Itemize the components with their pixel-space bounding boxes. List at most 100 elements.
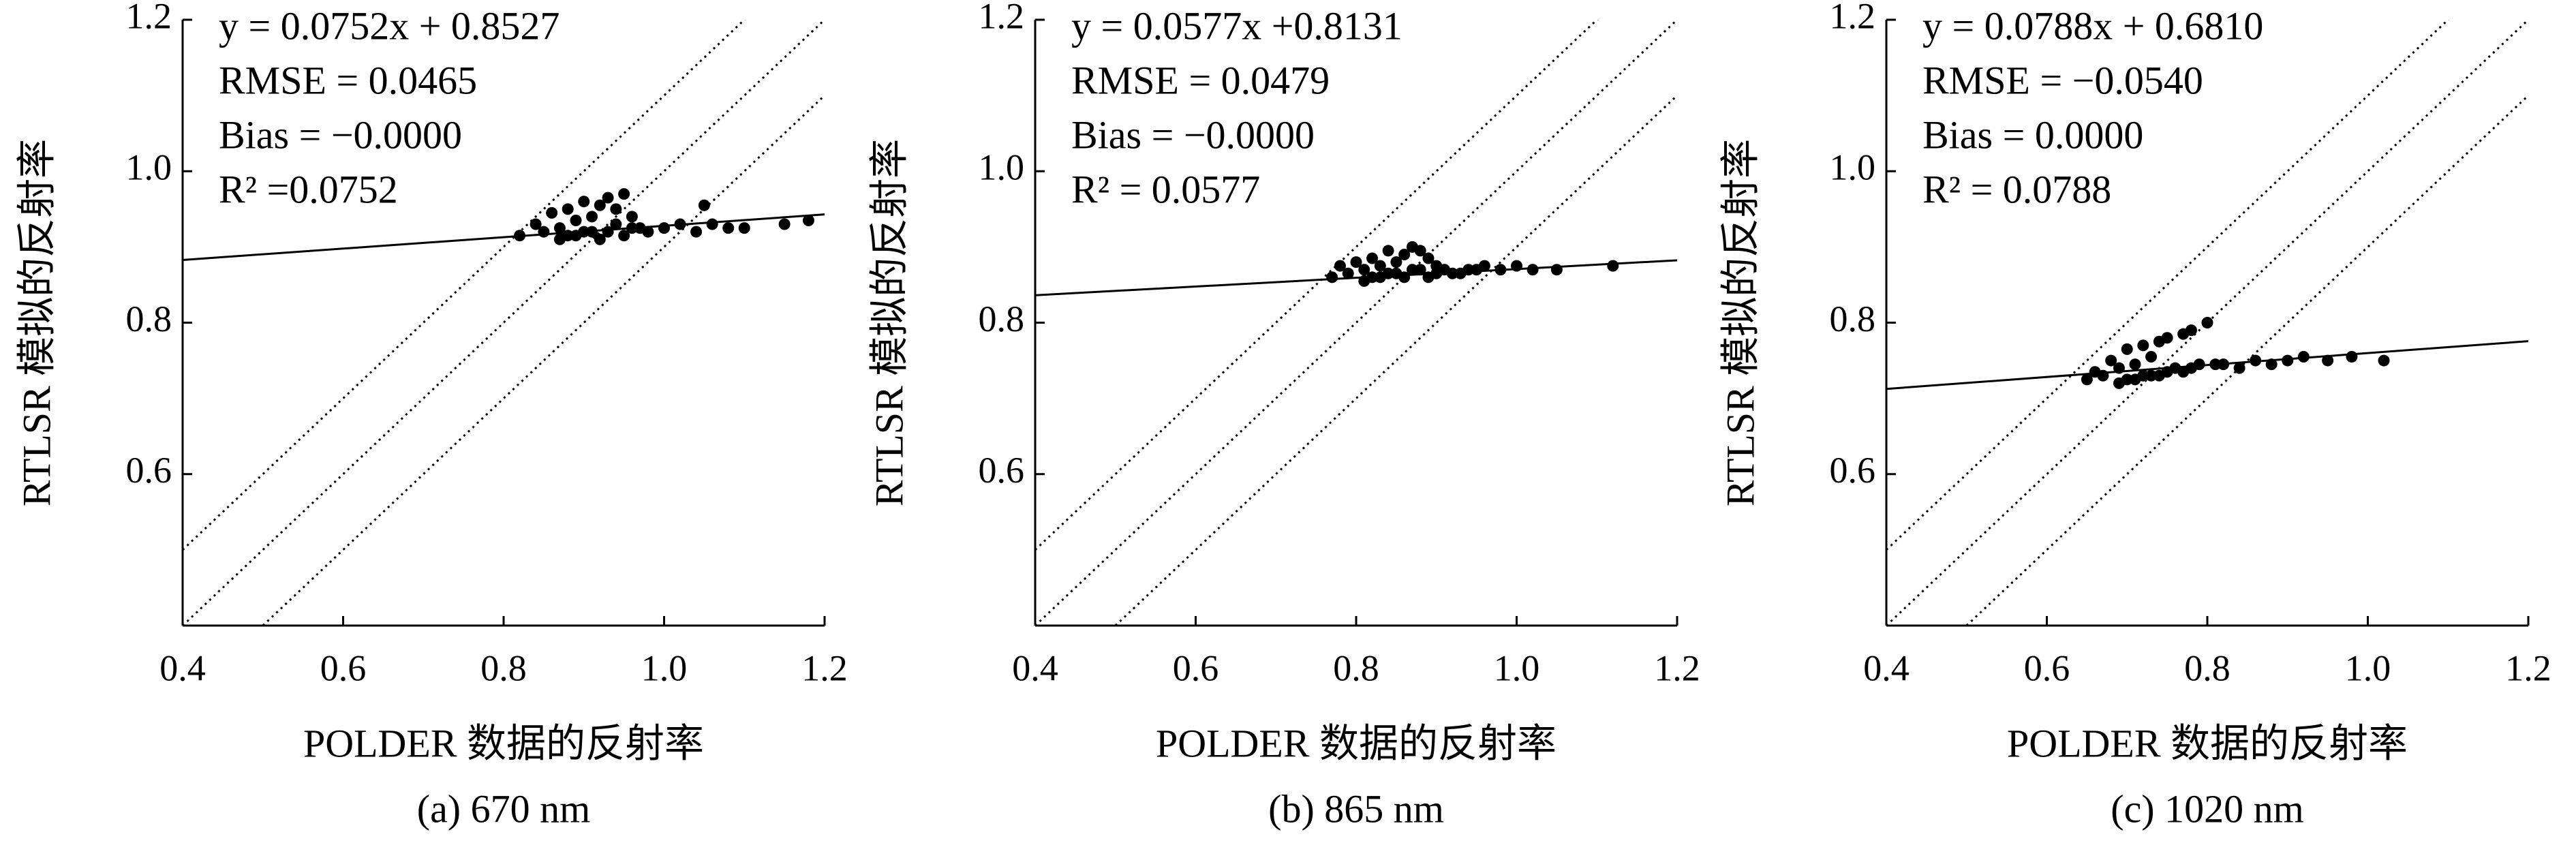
point (2145, 351, 2158, 363)
point (2121, 343, 2133, 355)
annotation: RMSE = −0.0540 (1922, 58, 2203, 102)
y-axis-label: RTLSR 模拟的反射率 (14, 139, 59, 507)
annotation: Bias = −0.0000 (219, 112, 462, 157)
panel: 0.4 0.6 0.8 1.0 1.2 0.6 0.8 1.0 1.2 y = 0.0788x +… (1718, 0, 2551, 831)
annotation: R² =0.0752 (219, 167, 398, 211)
point (594, 233, 606, 245)
point (2297, 351, 2310, 363)
point (698, 199, 710, 211)
annotation: y = 0.0577x +0.8131 (1071, 3, 1402, 48)
point (2113, 377, 2125, 389)
y-tick-label: 0.8 (979, 298, 1025, 339)
point (2233, 362, 2245, 374)
point (706, 218, 718, 230)
point (610, 203, 622, 215)
x-tick-label: 1.2 (1654, 647, 1700, 688)
caption: (b) 865 nm (1268, 786, 1444, 831)
y-axis-label: RTLSR 模拟的反射率 (867, 139, 911, 507)
annotation: RMSE = 0.0479 (1071, 58, 1330, 102)
point (1406, 264, 1418, 276)
point (610, 218, 622, 230)
y-tick-label: 0.8 (1830, 298, 1876, 339)
point (690, 226, 703, 238)
point (1350, 256, 1362, 268)
panel: 0.4 0.6 0.8 1.0 1.2 0.6 0.8 1.0 1.2 y = 0.0752x +… (14, 0, 847, 831)
point (1414, 264, 1426, 276)
point (2161, 332, 2173, 344)
y-tick-label: 1.0 (979, 147, 1025, 188)
point (738, 222, 750, 234)
y-tick-label: 0.6 (1830, 450, 1876, 491)
point (1454, 267, 1467, 279)
x-tick-label: 0.4 (1012, 647, 1058, 688)
point (1366, 252, 1379, 264)
point (1422, 252, 1435, 264)
point (2145, 369, 2158, 382)
x-tick-label: 0.8 (2184, 647, 2230, 688)
point (586, 211, 598, 223)
point (658, 222, 670, 234)
annotation: RMSE = 0.0465 (219, 58, 477, 102)
x-axis-label: POLDER 数据的反射率 (2007, 721, 2408, 765)
annotation: Bias = −0.0000 (1071, 112, 1315, 157)
point (602, 191, 614, 204)
x-tick-label: 1.0 (1494, 647, 1540, 688)
annotation: R² = 0.0788 (1922, 167, 2111, 211)
x-tick-label: 1.2 (2505, 647, 2551, 688)
point (1607, 260, 1619, 272)
reference-line (1035, 20, 1677, 626)
panel: 0.4 0.6 0.8 1.0 1.2 0.6 0.8 1.0 1.2 y = 0.0577x +… (867, 0, 1700, 831)
x-tick-label: 0.8 (480, 647, 527, 688)
point (2105, 354, 2117, 367)
point (1550, 264, 1563, 276)
y-tick-label: 0.6 (979, 450, 1025, 491)
y-tick-label: 1.2 (979, 0, 1025, 36)
fit-line (182, 213, 825, 262)
x-tick-label: 0.8 (1333, 647, 1379, 688)
point (562, 203, 574, 215)
point (2081, 373, 2093, 386)
point (722, 222, 735, 234)
point (1471, 264, 1483, 276)
point (2129, 373, 2141, 386)
point (1398, 248, 1411, 260)
x-tick-label: 0.6 (2024, 647, 2070, 688)
fit-line (1886, 340, 2529, 390)
x-tick-label: 0.6 (320, 647, 367, 688)
reference-line (183, 20, 825, 626)
point (1390, 256, 1402, 268)
point (2378, 354, 2390, 367)
point (2137, 339, 2149, 352)
point (2185, 362, 2197, 374)
x-tick-label: 1.0 (2345, 647, 2391, 688)
point (2201, 317, 2213, 328)
fit-line (1034, 259, 1678, 296)
point (2322, 354, 2334, 367)
point (530, 218, 542, 230)
annotation: Bias = 0.0000 (1922, 112, 2143, 157)
y-tick-label: 0.6 (126, 450, 172, 491)
annotation: y = 0.0788x + 0.6810 (1922, 3, 2263, 48)
point (1382, 245, 1394, 257)
point (802, 214, 814, 226)
x-tick-label: 1.0 (641, 647, 688, 688)
x-axis-label: POLDER 数据的反射率 (303, 721, 704, 765)
point (2282, 354, 2294, 367)
x-tick-label: 0.4 (159, 647, 206, 688)
point (594, 199, 606, 211)
y-tick-label: 1.2 (1830, 0, 1876, 36)
y-axis-label: RTLSR 模拟的反射率 (1718, 139, 1762, 507)
point (1527, 264, 1539, 276)
annotation: y = 0.0752x + 0.8527 (219, 3, 559, 48)
point (618, 188, 630, 200)
point (2346, 351, 2358, 363)
caption: (a) 670 nm (417, 786, 591, 831)
point (778, 218, 791, 230)
point (626, 211, 638, 223)
point (1326, 271, 1338, 283)
point (1334, 260, 1346, 272)
point (546, 206, 558, 219)
point (2185, 324, 2197, 337)
x-axis-label: POLDER 数据的反射率 (1156, 721, 1557, 765)
